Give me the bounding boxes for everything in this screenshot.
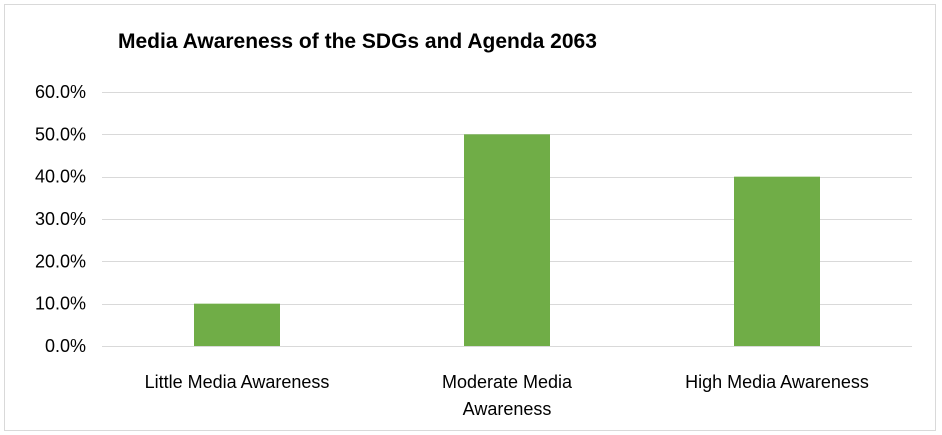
x-category-label: Moderate Media Awareness <box>442 372 573 419</box>
x-axis-category-labels: Little Media Awareness Moderate Media Awar… <box>145 372 869 419</box>
y-tick-label: 60.0% <box>35 82 86 102</box>
y-tick-label: 0.0% <box>45 336 86 356</box>
chart-title: Media Awareness of the SDGs and Agenda 2… <box>118 30 597 53</box>
y-tick-label: 20.0% <box>35 251 86 271</box>
y-tick-label: 30.0% <box>35 209 86 229</box>
y-tick-label: 50.0% <box>35 124 86 144</box>
x-category-label: High Media Awareness <box>685 372 869 392</box>
y-tick-label: 40.0% <box>35 167 86 187</box>
bar <box>734 176 820 346</box>
bars <box>194 134 820 346</box>
y-tick-label: 10.0% <box>35 294 86 314</box>
x-category-label: Little Media Awareness <box>145 372 330 392</box>
bar <box>464 134 550 346</box>
bar <box>194 303 280 346</box>
y-axis-tick-labels: 0.0% 10.0% 20.0% 30.0% 40.0% 50.0% 60.0% <box>35 82 86 356</box>
